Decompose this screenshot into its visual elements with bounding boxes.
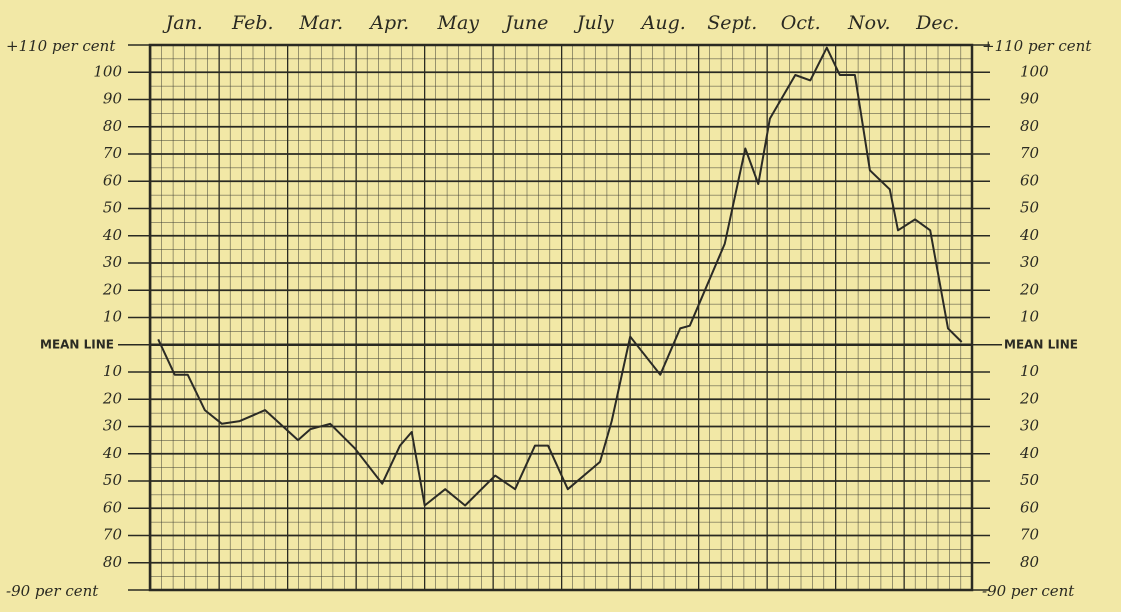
y-tick-label: +110 per cent: [6, 37, 116, 55]
y-tick-label: 80: [103, 117, 123, 135]
y-tick-label: 40: [102, 444, 123, 462]
y-tick-label-right: 50: [1020, 199, 1040, 217]
y-tick-label: 40: [102, 226, 123, 244]
month-label: May: [436, 12, 479, 34]
y-tick-label-right: 20: [1019, 280, 1040, 298]
y-tick-label: 70: [103, 144, 123, 162]
y-tick-label: MEAN LINE: [40, 337, 114, 351]
y-tick-label-right: 70: [1020, 526, 1040, 544]
month-label: Feb.: [231, 12, 274, 34]
y-tick-label-right: 20: [1019, 389, 1040, 407]
y-tick-label-right: 50: [1020, 471, 1040, 489]
month-label: Nov.: [847, 12, 891, 34]
month-label: Sept.: [707, 12, 757, 34]
y-tick-label-right: -90 per cent: [982, 582, 1075, 600]
month-label: Oct.: [781, 12, 821, 34]
month-label: Dec.: [915, 12, 959, 34]
y-tick-label-right: 90: [1020, 90, 1040, 108]
data-line: [157, 46, 963, 507]
y-tick-label: 10: [103, 362, 123, 380]
y-tick-label-right: 30: [1020, 253, 1040, 271]
month-label: Aug.: [640, 12, 686, 34]
y-tick-label: 10: [103, 308, 123, 326]
y-tick-label: 60: [103, 171, 123, 189]
y-tick-label: 100: [93, 62, 122, 80]
y-tick-label-right: 70: [1020, 144, 1040, 162]
y-tick-label: 80: [103, 553, 123, 571]
y-tick-label-right: 40: [1019, 226, 1040, 244]
y-tick-label: 50: [103, 471, 123, 489]
y-tick-label-right: 10: [1020, 362, 1040, 380]
y-tick-label: 20: [102, 389, 123, 407]
y-tick-label-right: 80: [1020, 553, 1040, 571]
y-tick-label-right: 80: [1020, 117, 1040, 135]
y-tick-label-right: 60: [1020, 171, 1040, 189]
y-tick-label: -90 per cent: [6, 582, 99, 600]
month-label: Jan.: [162, 12, 203, 34]
y-tick-label-right: 100: [1020, 62, 1049, 80]
y-tick-label-right: 40: [1019, 444, 1040, 462]
y-tick-label: 90: [103, 90, 123, 108]
y-tick-label: 60: [103, 498, 123, 516]
y-tick-label-right: 60: [1020, 498, 1040, 516]
y-tick-label-right: +110 per cent: [982, 37, 1092, 55]
y-tick-label-right: MEAN LINE: [1004, 337, 1078, 351]
month-label: Mar.: [298, 12, 343, 34]
month-label: Apr.: [368, 12, 409, 34]
y-tick-label: 30: [103, 253, 123, 271]
y-tick-label-right: 30: [1020, 417, 1040, 435]
y-tick-label: 30: [103, 417, 123, 435]
y-tick-label-right: 10: [1020, 308, 1040, 326]
month-label: June: [501, 12, 548, 34]
y-tick-label: 70: [103, 526, 123, 544]
month-label: July: [573, 12, 614, 34]
y-tick-label: 50: [103, 199, 123, 217]
y-tick-label: 20: [102, 280, 123, 298]
